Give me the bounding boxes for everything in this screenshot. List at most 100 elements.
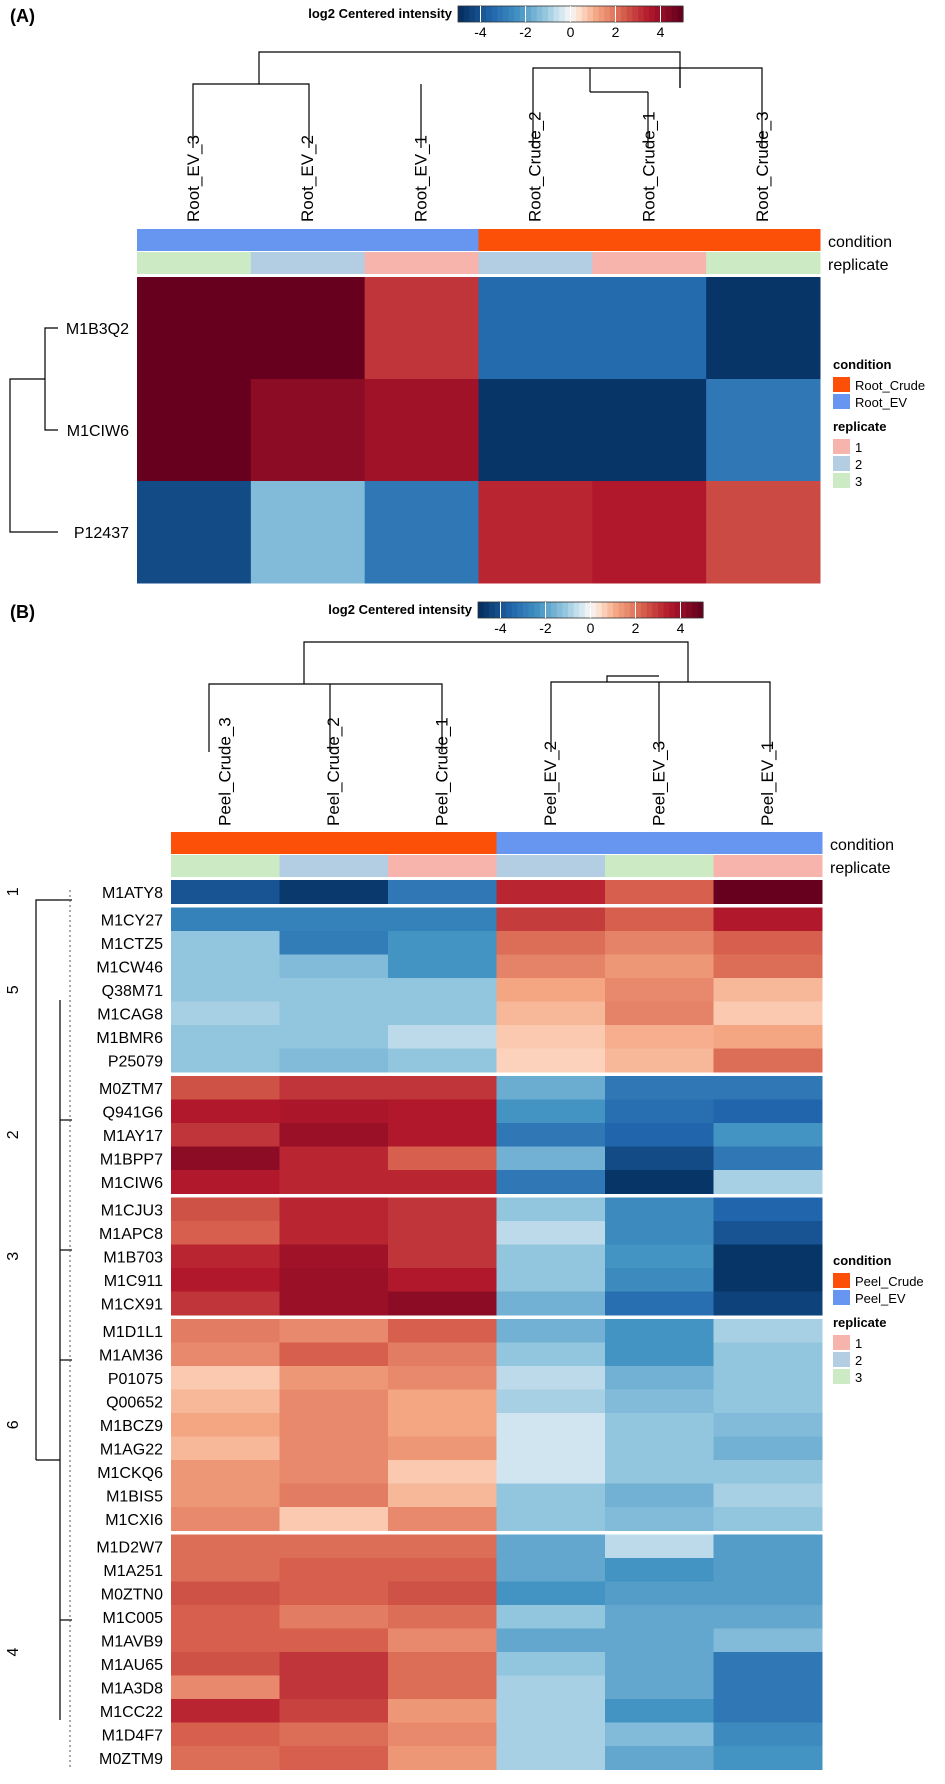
heatmap-cell bbox=[496, 1099, 606, 1124]
heatmap-cell bbox=[605, 1342, 714, 1367]
heatmap-cell bbox=[279, 1025, 389, 1049]
row-label: M0ZTM9 bbox=[99, 1751, 163, 1768]
heatmap-cell bbox=[706, 277, 821, 380]
heatmap-cell bbox=[605, 1001, 714, 1026]
heatmap-cell bbox=[592, 481, 707, 584]
heatmap-cell bbox=[605, 1319, 714, 1343]
column-dendrogram-branch bbox=[532, 67, 681, 88]
colorbar-segment bbox=[643, 6, 650, 22]
colorbar-segment bbox=[568, 602, 575, 618]
heatmap-cell bbox=[496, 1389, 606, 1414]
replicate-annotation-label: replicate bbox=[830, 860, 891, 877]
heatmap-cell bbox=[388, 1652, 497, 1676]
legend-condition-label: Peel_EV bbox=[855, 1291, 906, 1306]
heatmap-cell bbox=[279, 880, 389, 904]
colorbar-segment bbox=[629, 602, 637, 618]
colorbar-segment bbox=[511, 602, 518, 618]
row-label: M1BIS5 bbox=[106, 1488, 163, 1505]
colorbar-segment bbox=[469, 6, 476, 22]
replicate-cell bbox=[364, 252, 479, 274]
heatmap-cell bbox=[171, 1605, 280, 1629]
colorbar-segment bbox=[607, 602, 614, 618]
heatmap-cell bbox=[713, 1581, 823, 1606]
legend-replicate-title: replicate bbox=[833, 1315, 886, 1330]
colorbar-segment bbox=[638, 6, 645, 22]
heatmap-cell bbox=[605, 1413, 714, 1437]
row-label: M1A251 bbox=[103, 1563, 163, 1580]
legend-replicate-label: 3 bbox=[855, 1370, 862, 1385]
heatmap-cell bbox=[171, 1025, 280, 1049]
heatmap-cell bbox=[713, 1746, 823, 1770]
replicate-annotation-label: replicate bbox=[828, 257, 889, 274]
heatmap-cell bbox=[171, 1413, 280, 1437]
colorbar-segment bbox=[615, 6, 622, 22]
row-label: M1D1L1 bbox=[103, 1324, 164, 1341]
heatmap-cell bbox=[605, 1170, 714, 1194]
colorbar-segment bbox=[506, 602, 513, 618]
heatmap-cell bbox=[496, 1507, 606, 1531]
heatmap-cell bbox=[713, 1675, 823, 1700]
column-label: Root_Crude_2 bbox=[525, 111, 544, 222]
colorbar-segment bbox=[646, 602, 653, 618]
replicate-cell bbox=[171, 855, 280, 877]
colorbar-segment bbox=[531, 6, 538, 22]
legend-replicate-swatch bbox=[833, 1352, 850, 1367]
heatmap-cell bbox=[364, 481, 479, 584]
cluster-label: 5 bbox=[5, 985, 22, 994]
heatmap-cell bbox=[388, 1123, 497, 1147]
heatmap-cell bbox=[171, 954, 280, 979]
replicate-cell bbox=[713, 855, 823, 877]
heatmap-cell bbox=[279, 1558, 389, 1582]
legend-replicate-swatch bbox=[833, 1369, 850, 1384]
column-label: Peel_Crude_1 bbox=[432, 717, 451, 826]
heatmap-cell bbox=[279, 1483, 389, 1508]
heatmap-cell bbox=[605, 1675, 714, 1700]
heatmap-cell bbox=[171, 1722, 280, 1747]
heatmap-cell bbox=[592, 379, 707, 482]
condition-cell bbox=[706, 229, 821, 251]
replicate-cell bbox=[137, 252, 252, 274]
condition-cell bbox=[364, 229, 479, 251]
colorbar-segment bbox=[497, 6, 504, 22]
row-label: M1D4F7 bbox=[102, 1727, 163, 1744]
heatmap-cell bbox=[605, 1076, 714, 1100]
colorbar-segment bbox=[652, 602, 659, 618]
heatmap-cell bbox=[605, 954, 714, 979]
heatmap-cell bbox=[388, 1221, 497, 1245]
colorbar-tick-label: -2 bbox=[539, 620, 552, 636]
row-label: M1AU65 bbox=[101, 1657, 163, 1674]
row-label: P12437 bbox=[74, 525, 129, 542]
column-label: Peel_EV_3 bbox=[649, 741, 668, 826]
heatmap-cell bbox=[388, 1244, 497, 1269]
colorbar-segment bbox=[596, 602, 603, 618]
heatmap-cell bbox=[171, 1291, 280, 1316]
heatmap-cell bbox=[496, 1123, 606, 1147]
colorbar-segment bbox=[536, 6, 543, 22]
heatmap-cell bbox=[171, 1436, 280, 1461]
replicate-cell bbox=[592, 252, 707, 274]
cluster-label: 6 bbox=[5, 1420, 22, 1429]
heatmap-cell bbox=[388, 1558, 497, 1582]
colorbar-segment bbox=[677, 6, 684, 22]
heatmap-cell bbox=[496, 1699, 606, 1723]
colorbar-segment bbox=[478, 602, 485, 618]
heatmap-cell bbox=[605, 1146, 714, 1171]
colorbar-segment bbox=[590, 602, 597, 618]
heatmap-cell bbox=[496, 1436, 606, 1461]
heatmap-cell bbox=[171, 1507, 280, 1531]
heatmap-cell bbox=[171, 1460, 280, 1484]
heatmap-cell bbox=[605, 1048, 714, 1073]
row-label: M1C005 bbox=[103, 1610, 164, 1627]
colorbar-segment bbox=[559, 6, 566, 22]
row-label: M0ZTM7 bbox=[99, 1081, 163, 1098]
colorbar-segment bbox=[626, 6, 633, 22]
colorbar-segment bbox=[534, 602, 541, 618]
colorbar-segment bbox=[500, 602, 507, 618]
colorbar-segment bbox=[480, 6, 487, 22]
row-label: Q38M71 bbox=[102, 983, 163, 1000]
heatmap-cell bbox=[171, 931, 280, 955]
legend-replicate-swatch bbox=[833, 456, 850, 471]
condition-cell bbox=[171, 832, 280, 854]
heatmap-cell bbox=[713, 1025, 823, 1049]
